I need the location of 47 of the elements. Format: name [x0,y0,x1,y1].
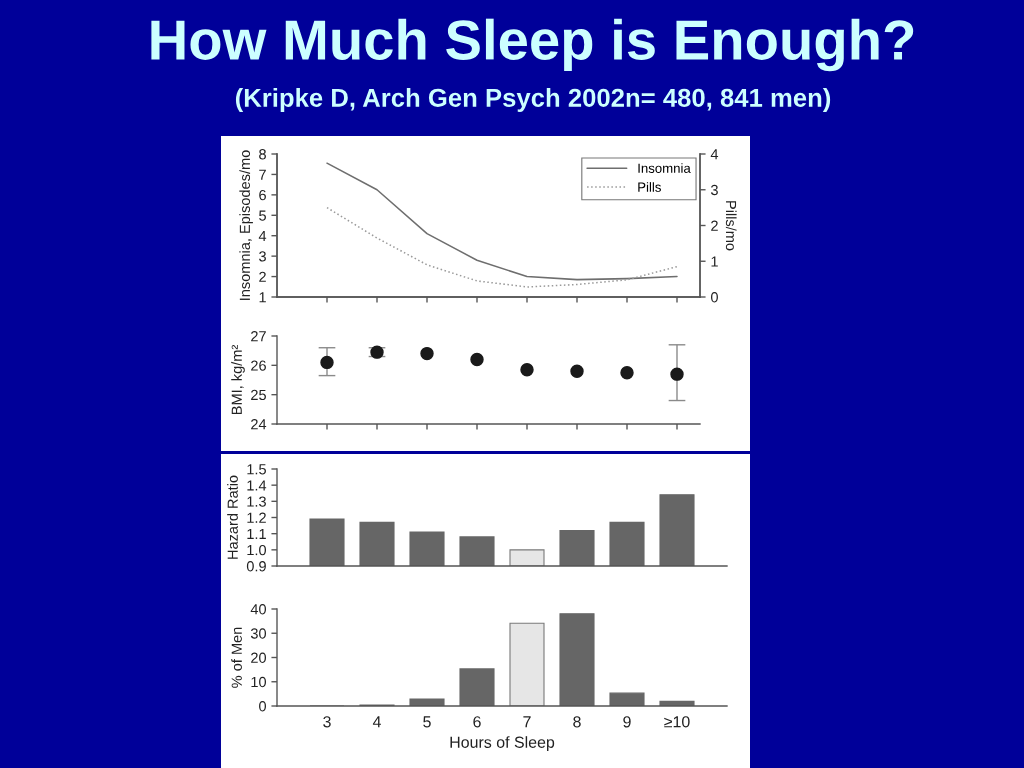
y-tick-label: 7 [259,169,266,180]
y-axis-title: BMI, kg/m² [231,345,245,415]
y2-tick-label: 0 [710,292,718,303]
y-tick-label: 5 [259,210,266,221]
y-tick-label: 1.3 [247,496,266,507]
x-tick-label: 6 [473,716,481,728]
y2-tick-label: 2 [711,220,718,231]
y2-tick-label: 1 [711,256,718,267]
y-axis-title: Hazard Ratio [227,475,238,559]
y-tick-label: 10 [251,676,267,688]
y-tick-label: 1.5 [247,464,266,475]
y-tick-label: 0 [259,701,267,712]
y-tick-label: 24 [251,419,267,430]
y-tick-label: 1.1 [247,528,266,539]
y-tick-label: 25 [251,389,266,401]
y2-axis-title: Pills/mo [725,201,737,251]
y-axis-title: Insomnia, Episodes/mo [239,150,253,300]
legend-label: Pills [638,182,661,192]
x-tick-label: 3 [323,716,331,728]
x-tick-label: 5 [423,716,431,728]
x-tick-label: ≥10 [664,716,690,728]
y-tick-label: 1 [259,292,266,303]
x-tick-label: 9 [623,716,631,728]
y-tick-label: 3 [259,251,266,262]
y-tick-label: 20 [251,652,267,663]
x-tick-label: 7 [523,716,531,728]
chart-title: How Much Sleep is Enough? [151,18,914,72]
y2-tick-label: 3 [710,184,718,196]
y-tick-label: 30 [250,628,267,639]
y-tick-label: 1.2 [247,512,266,523]
y-tick-label: 4 [258,230,267,241]
y-tick-label: 8 [259,149,266,160]
y-tick-label: 26 [251,360,266,371]
x-axis-title: Hours of Sleep [450,736,555,752]
y-tick-label: 40 [250,604,267,615]
legend-label: Insomnia [638,163,691,173]
chart-subtitle: (Kripke D, Arch Gen Psych 2002n= 480, 841 men) [235,88,831,112]
y-tick-label: 6 [259,189,266,201]
y-tick-label: 1.0 [247,544,267,556]
y-tick-label: 2 [259,271,266,282]
x-tick-label: 8 [573,716,581,728]
y-axis-title: % of Men [231,627,242,688]
y-tick-label: 27 [251,331,266,342]
y-tick-label: 0.9 [246,561,266,572]
x-tick-label: 4 [372,716,381,728]
y-tick-label: 1.4 [247,480,267,491]
y2-tick-label: 4 [710,149,719,160]
